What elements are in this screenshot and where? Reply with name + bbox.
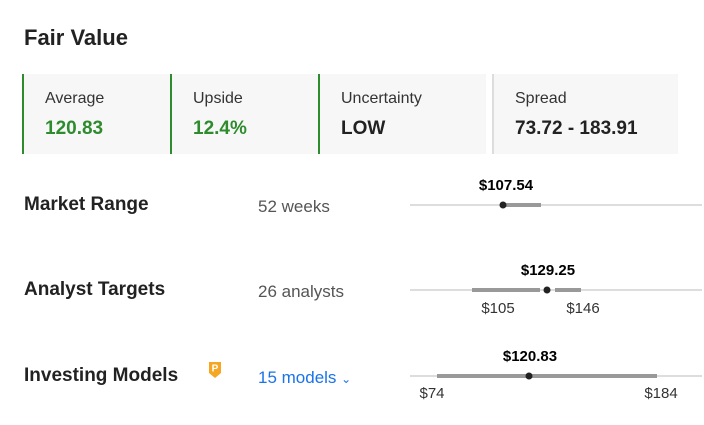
summary-value: 73.72 - 183.91 [515, 118, 638, 139]
low-label: $74 [419, 385, 444, 402]
row-label: Investing Models [24, 365, 179, 386]
high-label: $146 [566, 300, 599, 317]
summary-box: Average 120.83 [22, 74, 172, 154]
summary-value: 120.83 [45, 118, 104, 139]
low-label: $105 [481, 300, 514, 317]
row-label: Analyst Targets [24, 279, 166, 300]
range-dot [543, 286, 551, 294]
summary-label: Average [45, 90, 105, 107]
high-label: $184 [644, 385, 677, 402]
pro-icon: P [209, 362, 221, 378]
summary-value: 12.4% [193, 118, 247, 139]
summary-box: Uncertainty LOW [318, 74, 486, 154]
value-label: $129.25 [521, 262, 575, 279]
summary-label: Upside [193, 90, 243, 107]
summary-box: Upside 12.4% [170, 74, 320, 154]
models-dropdown[interactable]: 15 models ⌄ [258, 368, 351, 388]
row-label: Market Range [24, 194, 149, 215]
row-detail: 52 weeks [258, 197, 330, 216]
value-label: $107.54 [479, 177, 534, 194]
value-label: $120.83 [503, 348, 557, 365]
summary-value: LOW [341, 118, 386, 139]
range-dot [525, 372, 533, 380]
range-dot [499, 201, 507, 209]
summary-label: Uncertainty [341, 90, 422, 107]
summary-box: Spread 73.72 - 183.91 [492, 74, 678, 154]
summary-label: Spread [515, 90, 567, 107]
row-detail: 15 models [258, 368, 337, 387]
svg-text:P: P [212, 364, 219, 375]
row-detail: 26 analysts [258, 282, 344, 301]
title: Fair Value [24, 25, 128, 50]
chevron: ⌄ [341, 372, 352, 386]
